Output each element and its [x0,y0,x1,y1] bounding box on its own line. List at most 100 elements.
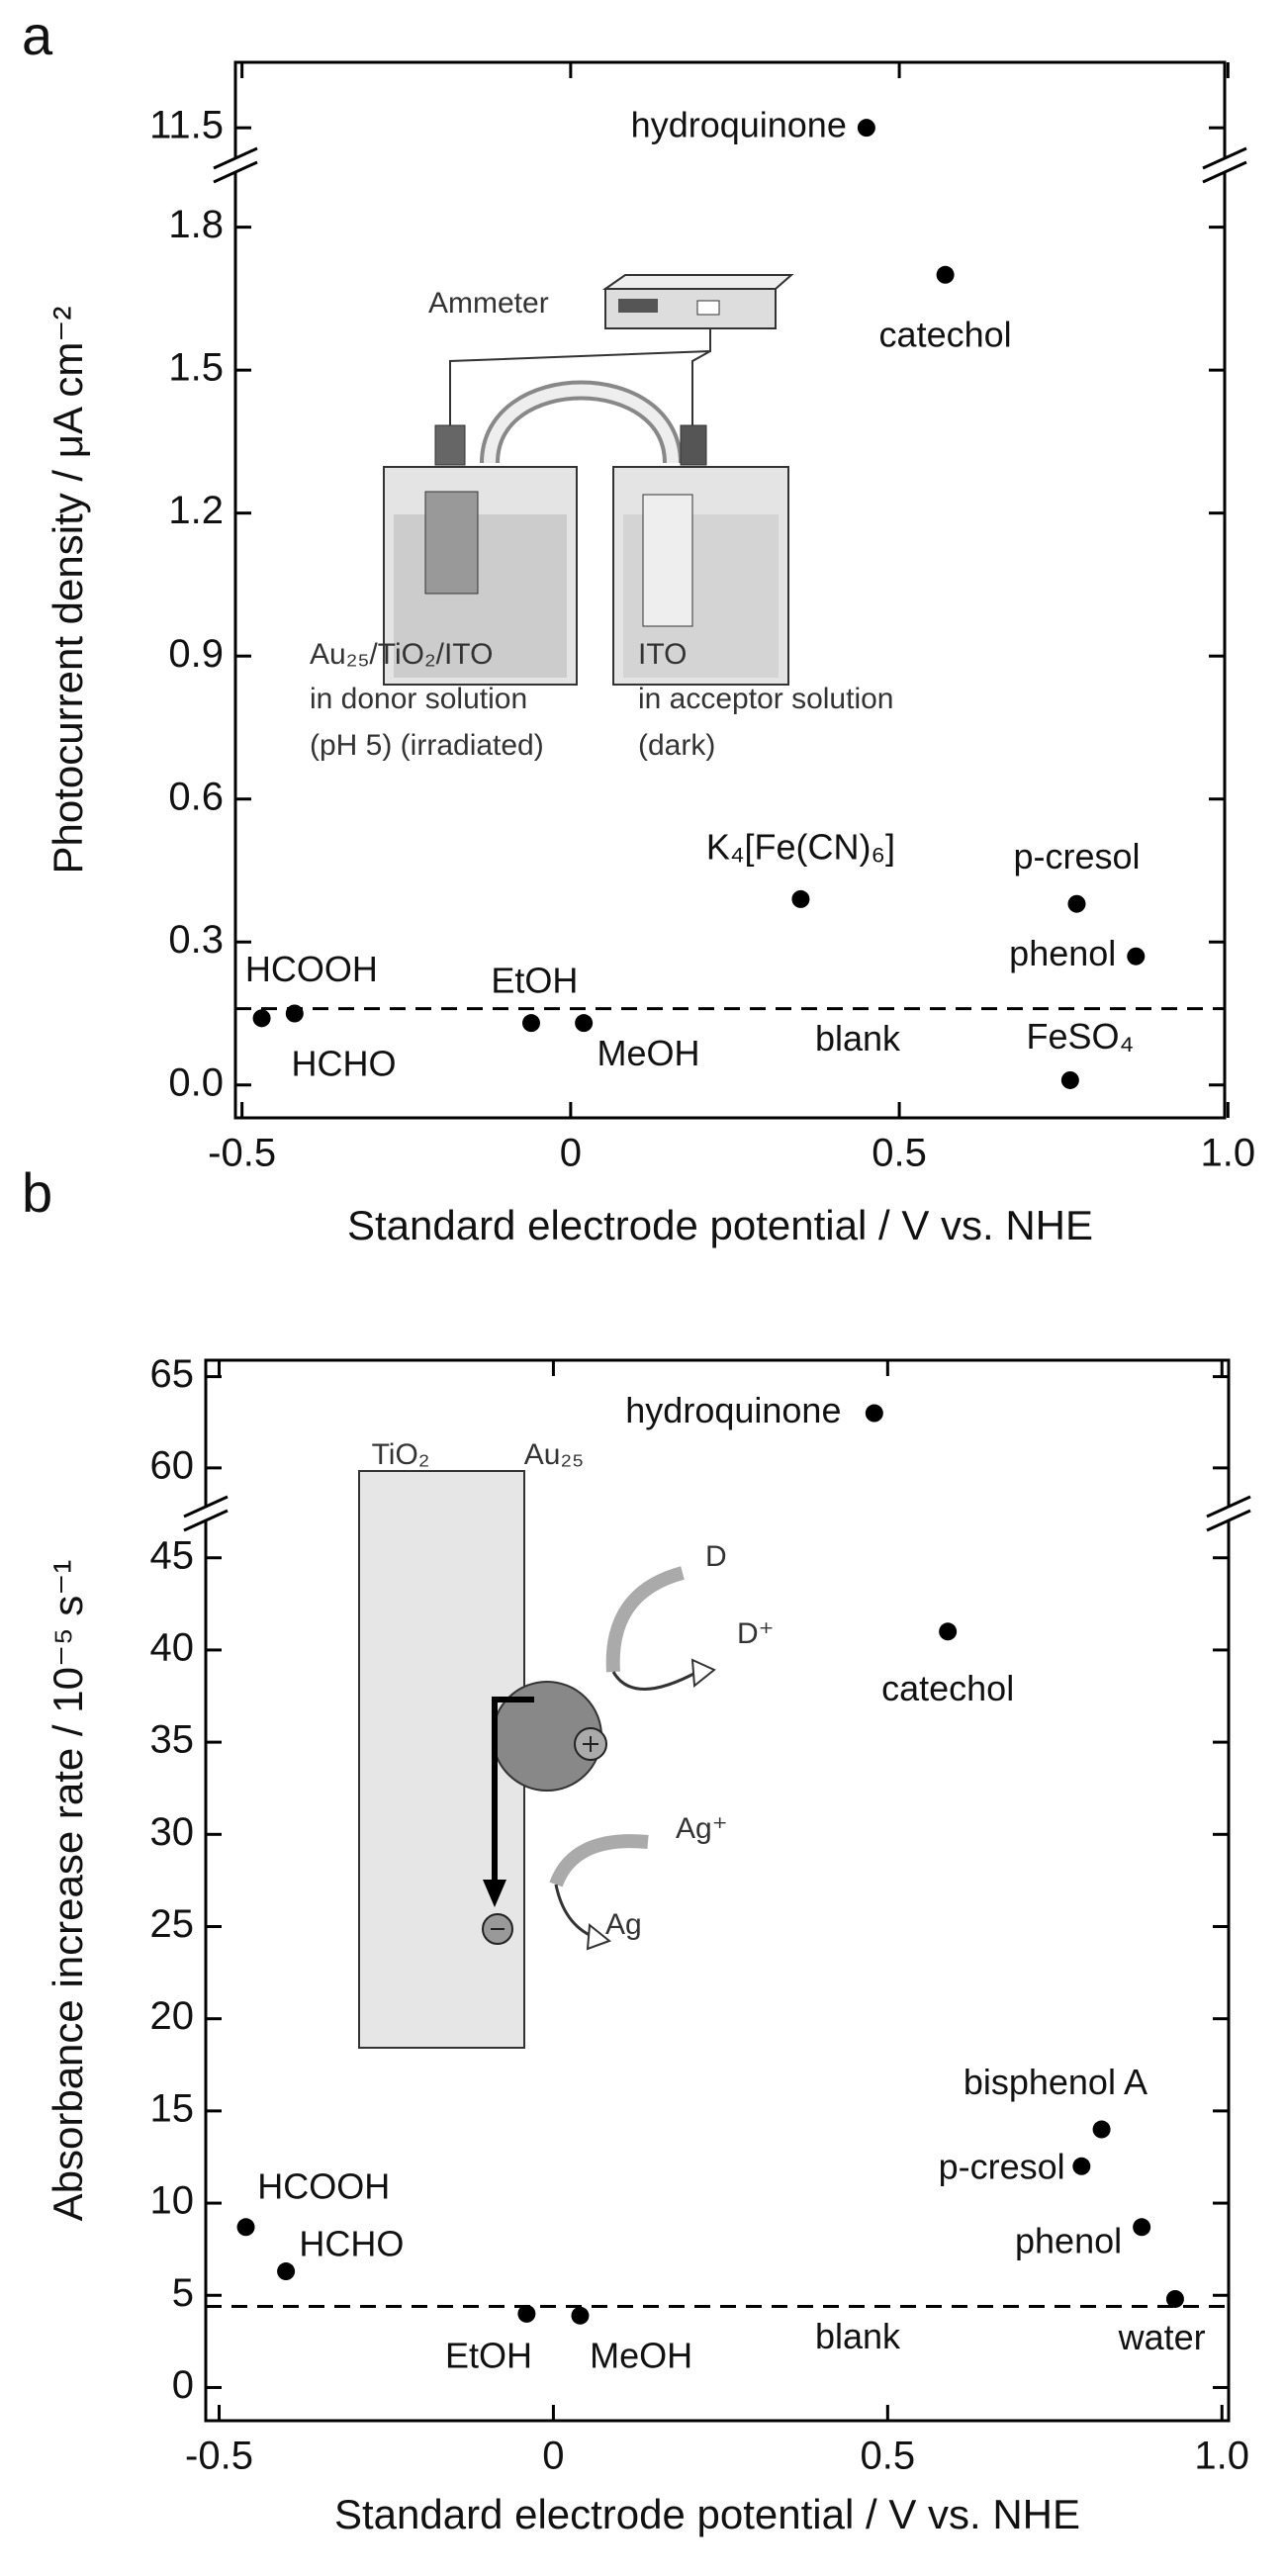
axis-break-gap [202,1508,210,1519]
point-label: EtOH [445,2335,532,2375]
blank-label: blank [815,1018,901,1058]
data-point [1092,2120,1111,2139]
point-label: catechol [881,1668,1014,1708]
data-point [1165,2289,1184,2308]
inset-label: in donor solution [310,683,527,715]
point-label: hydroquinone [631,105,847,145]
transfer-arrow [492,1697,534,1885]
data-point [939,1622,958,1641]
point-label: p-cresol [939,2147,1065,2187]
point-label: FeSO₄ [1026,1016,1134,1057]
reduced-arrow [554,1884,595,1939]
x-tick-label: 1.0 [1194,2435,1249,2478]
panel-letter: b [22,1161,52,1224]
axis-break-gap [231,159,239,171]
y-axis-label: Photocurrent density / μA cm⁻² [45,307,91,874]
inset-label: Ammeter [428,287,549,320]
data-point [1072,2157,1091,2175]
blank-label: blank [815,2316,901,2356]
y-tick-label: 20 [150,1994,195,2038]
x-tick-label: 0.5 [861,2435,916,2478]
salt-bridge [480,380,683,464]
y-tick-label: 60 [150,1443,195,1487]
right-cap [680,424,707,466]
data-point [857,119,875,138]
data-point [1067,894,1086,913]
y-tick-label: 11.5 [149,104,224,147]
inset-label: Au₂₅/TiO₂/ITO [310,638,493,671]
y-tick-label: 5 [172,2271,194,2315]
x-tick-label: 0.5 [872,1132,927,1175]
ammeter-display [618,299,658,313]
inset-scheme: TiO₂ Au₂₅ D D⁺ Ag⁺ Ag [358,1438,775,2049]
left-electrode [424,491,479,595]
data-point [1133,2218,1151,2237]
inset-label: D [705,1540,727,1573]
inset-label: Ag [605,1908,642,1941]
arrowhead [483,1880,506,1907]
point-label: HCOOH [257,2165,390,2206]
y-tick-label: 35 [150,1718,195,1762]
point-label: hydroquinone [625,1390,841,1430]
inset-cell-diagram: Ammeter Au₂₅/TiO₂/ITO in donor solution … [310,274,894,762]
point-label: HCOOH [245,949,378,989]
y-tick-label: 1.8 [168,203,224,246]
y-tick-label: 40 [150,1625,195,1669]
axis-break [183,1495,229,1518]
axis-break [183,1509,229,1532]
data-point [517,2304,536,2323]
left-cap [434,424,466,466]
point-label: phenol [1015,2220,1122,2260]
data-point [1060,1070,1079,1089]
axis-break [213,146,258,170]
axis-break [213,160,258,184]
data-point [1127,947,1146,966]
ammeter-knob [696,300,720,316]
axis-break-gap [1225,1508,1233,1519]
data-point [936,265,955,284]
y-tick-label: 65 [150,1352,195,1396]
data-point [865,1404,883,1423]
y-tick-label: 45 [150,1533,195,1577]
y-tick-label: 30 [150,1810,195,1854]
plot-frame [204,1358,1231,2423]
point-label: HCHO [291,1043,396,1083]
y-tick-label: 1.5 [168,346,224,390]
data-point [571,2306,590,2325]
inset-label: Ag⁺ [676,1812,728,1845]
data-point [285,1004,304,1023]
point-label: HCHO [299,2224,404,2264]
y-tick-label: 0.3 [168,918,224,962]
salt-bridge-inner [484,384,679,464]
data-point [791,889,810,908]
left-solution [394,514,567,678]
point-label: catechol [879,315,1012,355]
axis-break [1202,160,1247,184]
wires [449,328,711,425]
x-axis-label: Standard electrode potential / V vs. NHE [334,2491,1080,2537]
data-point [575,1014,594,1033]
y-tick-label: 0.6 [168,775,224,818]
point-label: water [1118,2317,1206,2357]
arrowhead [690,1658,716,1688]
panel-letter: a [22,4,53,66]
data-point [522,1014,541,1033]
data-point [277,2262,296,2281]
y-tick-label: 0.9 [168,632,224,676]
oxidized-arrow [611,1670,698,1691]
donor-arrow [605,1566,685,1673]
point-label: phenol [1009,933,1116,973]
x-tick-label: -0.5 [185,2435,253,2478]
arrowhead [586,1923,612,1951]
point-label: MeOH [590,2336,692,2376]
acceptor-arrow [549,1834,649,1887]
y-tick-label: 10 [150,2179,195,2223]
axis-break-gap [1221,159,1229,171]
x-tick-label: 1.0 [1201,1132,1256,1175]
hole-sign [583,1736,598,1752]
x-tick-label: -0.5 [208,1132,276,1175]
y-tick-label: 0.0 [168,1060,224,1104]
inset-label: Au₂₅ [524,1438,584,1471]
point-label: MeOH [597,1033,699,1073]
